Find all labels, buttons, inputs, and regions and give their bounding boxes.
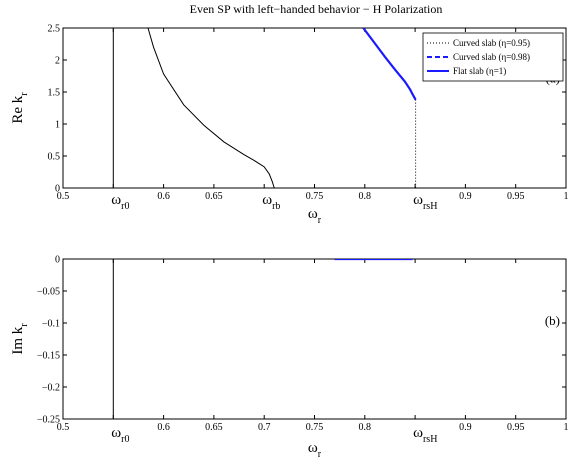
y-tick-label: −0.05 [37, 287, 60, 298]
y-axis-label: Im kr [10, 323, 30, 355]
plot-frame [62, 258, 567, 420]
x-tick-label: 0.6 [157, 191, 170, 202]
y-tick-label: −0.25 [37, 415, 60, 426]
y-tick-label: 1.5 [48, 88, 61, 99]
x-tick-label: 0.65 [205, 422, 223, 433]
x-tick-label: 0.8 [359, 422, 372, 433]
y-tick-label: 2.5 [48, 24, 61, 35]
x-axis-label-sub: r [318, 449, 322, 460]
x-marker-label: ωrsH [413, 425, 437, 445]
x-marker-symbol: ω [262, 192, 272, 208]
x-tick-label: 0.9 [459, 191, 472, 202]
chart-title: Even SP with left−handed behavior − H Po… [190, 2, 443, 16]
x-marker-symbol: ω [111, 192, 121, 208]
y-tick-label: −0.15 [37, 351, 60, 362]
x-tick-label: 0.5 [57, 422, 70, 433]
x-marker-label: ωr0 [111, 425, 129, 445]
legend: Curved slab (η=0.95) Curved slab (η=0.98)… [422, 32, 564, 82]
y-tick-label: −0.2 [42, 383, 60, 394]
series-group [112, 28, 417, 188]
x-tick-label: 1 [564, 191, 569, 202]
x-tick-label: 0.8 [359, 191, 372, 202]
x-marker-subscript: r0 [121, 434, 129, 445]
y-tick-label: −0.1 [42, 319, 60, 330]
x-tick-label: 1 [564, 422, 569, 433]
x-tick-label: 0.5 [57, 191, 70, 202]
x-marker-symbol: ω [111, 425, 121, 441]
panel-label: (b) [545, 313, 560, 328]
x-tick-label: 0.75 [306, 422, 324, 433]
y-axis-label-main: Re k [10, 95, 26, 123]
panel-a: 0.5 0.6 0.65 0.75 0.8 0.9 0.95 100.511.522.5ωr0… [10, 24, 569, 227]
y-tick-label: 0.5 [48, 152, 61, 163]
x-marker-label: ωr0 [111, 192, 129, 212]
x-tick-label: 0.95 [507, 422, 525, 433]
x-axis-label-sub: r [318, 215, 322, 226]
y-axis-label-main: Im k [10, 326, 26, 354]
x-marker-label: ωrsH [413, 192, 437, 212]
legend-entry-label: Flat slab (η=1) [453, 66, 506, 76]
x-axis-label: ωr [308, 440, 322, 460]
x-marker-symbol: ω [413, 425, 423, 441]
x-axis-label: ωr [308, 206, 322, 226]
y-tick-label: 1 [55, 120, 60, 131]
y-axis-label: Re kr [10, 92, 30, 124]
legend-entry-label: Curved slab (η=0.95) [453, 38, 530, 48]
x-axis-label-main: ω [308, 206, 318, 222]
x-tick-label: 0.7 [258, 422, 271, 433]
x-marker-symbol: ω [413, 192, 423, 208]
x-marker-subscript: r0 [121, 201, 129, 212]
series-line [147, 28, 275, 188]
series-group [112, 259, 413, 419]
x-tick-label: 0.75 [306, 191, 324, 202]
series-line [362, 28, 417, 101]
legend-entry-label: Curved slab (η=0.98) [453, 52, 530, 62]
panel-b: 0.5 0.6 0.65 0.7 0.75 0.8 0.9 0.95 1 0 −0.05 −0.1 −0… [10, 255, 569, 461]
y-axis-label-sub: r [19, 323, 30, 327]
x-marker-subscript: rb [272, 201, 280, 212]
x-tick-label: 0.65 [205, 191, 223, 202]
x-tick-label: 0.6 [157, 422, 170, 433]
y-tick-label: 2 [55, 56, 60, 67]
x-tick-label: 0.9 [459, 422, 472, 433]
x-marker-label: ωrb [262, 192, 280, 212]
x-axis-label-main: ω [308, 440, 318, 456]
x-marker-subscript: rsH [423, 201, 437, 212]
y-tick-label: 0 [55, 255, 60, 266]
y-tick-label: 0 [55, 184, 60, 195]
x-tick-label: 0.95 [507, 191, 525, 202]
y-axis-label-sub: r [19, 92, 30, 96]
x-marker-subscript: rsH [423, 434, 437, 445]
